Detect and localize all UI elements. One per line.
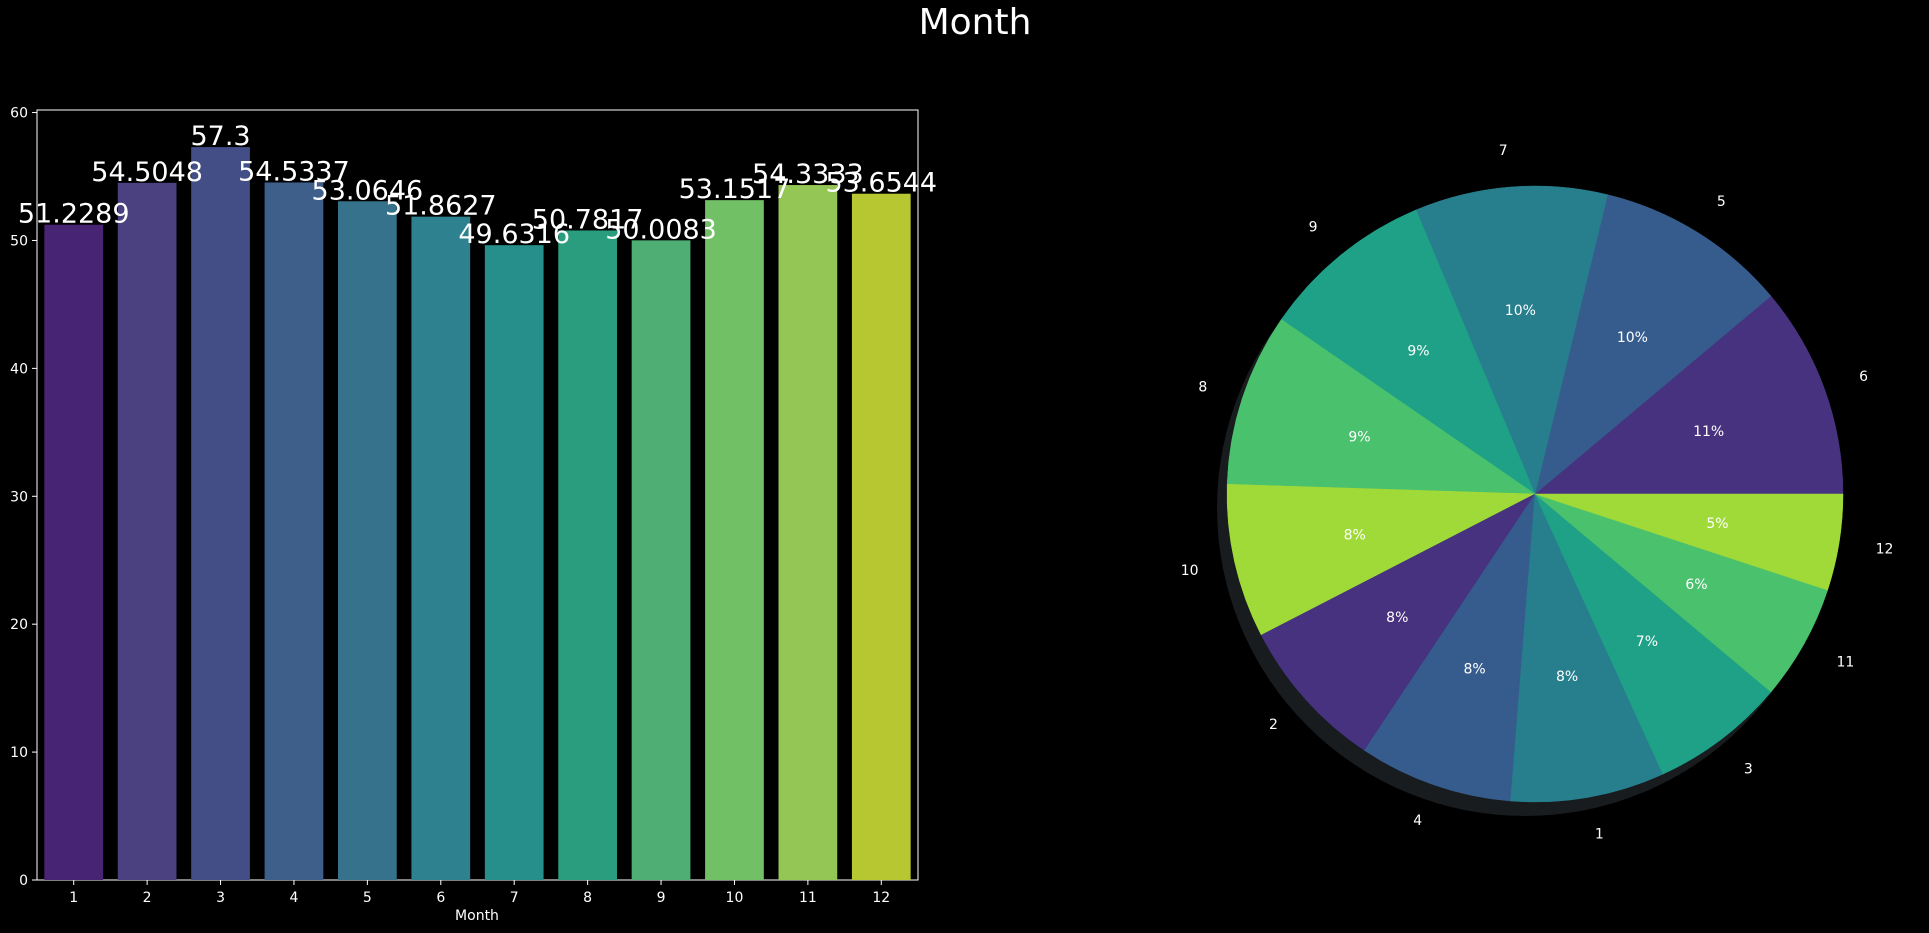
x-tick-label: 12 xyxy=(872,890,890,906)
x-tick-label: 8 xyxy=(583,890,592,906)
x-tick-label: 1 xyxy=(69,890,78,906)
bar-value-label: 54.3333 xyxy=(752,159,864,190)
pie-slice-label: 12 xyxy=(1876,542,1894,558)
pie-percent-labels: 11% 10% 10% 9% 9% 8% 8% 8% 8% 7% 6% 5% xyxy=(1344,303,1729,685)
pie-slice xyxy=(1534,493,1844,591)
bar-value-label: 51.8627 xyxy=(385,191,497,222)
bar-value-label: 51.2289 xyxy=(18,199,130,230)
x-tick-label: 4 xyxy=(289,890,298,906)
pie-slice-label: 8 xyxy=(1198,379,1207,395)
bar xyxy=(484,245,544,880)
y-tick-label: 20 xyxy=(10,617,28,633)
pie-percent-label: 10% xyxy=(1617,330,1648,346)
y-tick-label: 0 xyxy=(19,873,28,889)
bar-plot-frame xyxy=(36,109,919,881)
bar xyxy=(558,230,617,881)
pie-slice-label: 4 xyxy=(1413,813,1422,829)
bar xyxy=(191,147,250,880)
pie-slice xyxy=(1534,295,1844,495)
pie-slice xyxy=(1534,194,1772,495)
pie-percent-label: 8% xyxy=(1463,662,1485,678)
pie-slice xyxy=(1280,209,1536,495)
bar-value-label: 50.0083 xyxy=(605,214,717,245)
y-tick-label: 10 xyxy=(10,745,28,761)
bar-value-label: 54.5337 xyxy=(238,156,350,187)
bar xyxy=(411,216,471,880)
bar-value-label: 57.3 xyxy=(190,121,250,152)
bar-value-label: 54.5048 xyxy=(91,157,203,188)
pie-percent-label: 5% xyxy=(1706,516,1728,532)
pie-percent-label: 8% xyxy=(1344,528,1366,544)
x-tick-label: 5 xyxy=(363,890,372,906)
pie-slice-label: 2 xyxy=(1269,717,1278,733)
pie-slice xyxy=(1510,493,1664,803)
pie-percent-label: 7% xyxy=(1636,634,1658,650)
pie-labels: 6 5 7 9 8 10 2 4 1 3 11 12 xyxy=(1181,143,1894,843)
x-axis-label: Month xyxy=(455,908,499,924)
x-tick-label: 10 xyxy=(726,890,744,906)
bar-value-label: 50.7817 xyxy=(532,204,644,235)
pie-slice-label: 11 xyxy=(1836,655,1854,671)
x-tick-label: 6 xyxy=(436,890,445,906)
bar xyxy=(631,240,691,880)
bars xyxy=(44,147,911,881)
y-tick-label: 60 xyxy=(10,106,28,122)
bar-value-label: 49.6316 xyxy=(458,219,570,250)
y-axis: 0 10 20 30 40 50 60 xyxy=(10,106,37,889)
pie-percent-label: 9% xyxy=(1407,344,1429,360)
x-tick-label: 11 xyxy=(799,890,817,906)
pie-slice-label: 3 xyxy=(1744,762,1753,778)
bar xyxy=(338,201,397,881)
pie-slice-label: 5 xyxy=(1717,194,1726,210)
pie-slice-label: 10 xyxy=(1181,563,1199,579)
pie-slice xyxy=(1226,483,1536,636)
y-tick-label: 40 xyxy=(10,361,28,377)
bar xyxy=(264,182,324,880)
pie-slice-label: 7 xyxy=(1499,143,1508,159)
pie-percent-label: 10% xyxy=(1505,303,1536,319)
figure-title: Month xyxy=(918,2,1032,43)
pie-percent-label: 9% xyxy=(1348,429,1370,445)
x-tick-label: 3 xyxy=(216,890,225,906)
y-tick-label: 50 xyxy=(10,233,28,249)
bar-value-label: 53.0646 xyxy=(312,175,424,206)
x-axis: 1 2 3 4 5 6 7 8 9 10 11 12 xyxy=(69,880,890,906)
bar xyxy=(705,200,764,880)
x-tick-label: 9 xyxy=(657,890,666,906)
pie-percent-label: 8% xyxy=(1556,669,1578,685)
bar xyxy=(851,193,911,881)
pie-slice xyxy=(1364,493,1536,802)
bar xyxy=(44,224,104,880)
x-tick-label: 7 xyxy=(510,890,519,906)
pie-slices xyxy=(1226,185,1844,803)
bar-value-label: 53.1517 xyxy=(679,174,791,205)
bar xyxy=(117,182,177,880)
bar-value-labels: 51.2289 54.5048 57.3 54.533753.064651.86274… xyxy=(18,121,937,250)
pie-slice xyxy=(1415,185,1608,495)
y-tick-label: 30 xyxy=(10,489,28,505)
pie-percent-label: 11% xyxy=(1693,424,1724,440)
x-tick-label: 2 xyxy=(143,890,152,906)
pie-slice-label: 6 xyxy=(1859,369,1868,385)
pie-percent-label: 6% xyxy=(1685,577,1707,593)
pie-slice xyxy=(1226,318,1536,495)
pie-slice-label: 1 xyxy=(1595,827,1604,843)
bar-value-label: 53.6544 xyxy=(825,168,937,199)
pie-slice xyxy=(1534,493,1772,775)
pie-slice-label: 9 xyxy=(1309,219,1318,235)
pie-slice xyxy=(1534,493,1828,693)
pie-percent-label: 8% xyxy=(1386,610,1408,626)
pie-slice xyxy=(1260,493,1536,751)
bar xyxy=(778,185,838,880)
